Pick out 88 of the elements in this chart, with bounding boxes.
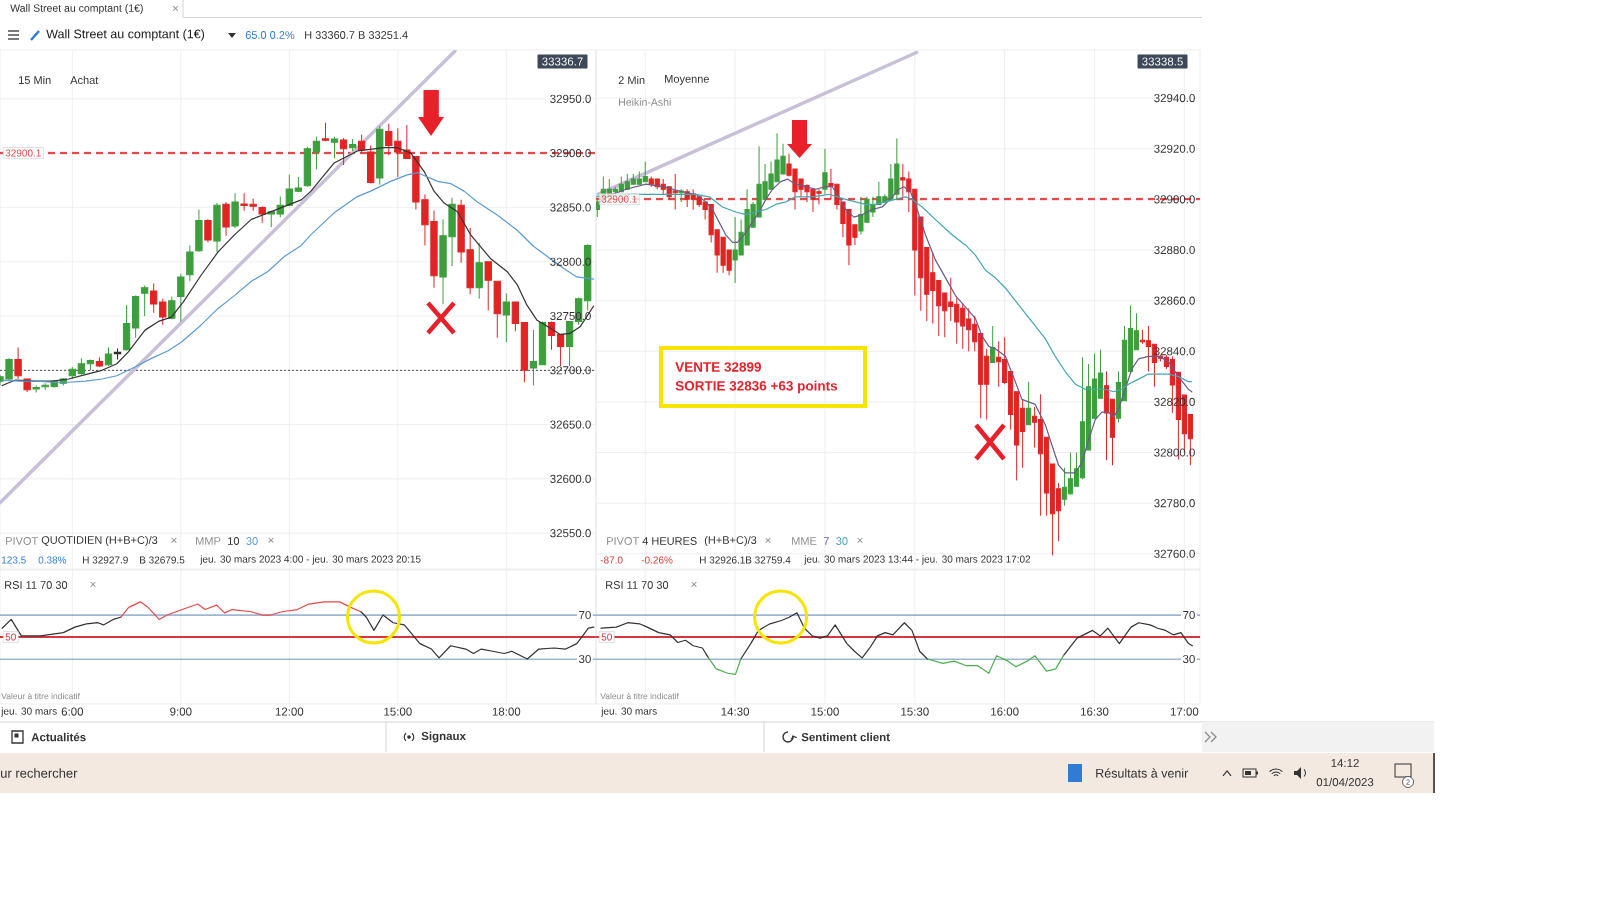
y-tick-label: 32550.0	[550, 529, 591, 538]
annotation: (H+B+C)/3	[704, 535, 757, 547]
ref-line-label: 50	[601, 633, 612, 641]
y-tick-label: 32950.0	[550, 94, 591, 103]
annotation: -87.0	[600, 556, 623, 564]
annotation: jeu. 30 mars 2023 13:44 - jeu. 30 mars 2023 17:02	[803, 555, 1031, 565]
text: 01/04/2023	[1316, 777, 1374, 787]
annotation: H 32926.1	[700, 556, 745, 564]
annotation: PIVOT	[607, 537, 639, 545]
annotation: Valeur à titre indicatif	[600, 692, 679, 700]
text: ×	[172, 5, 179, 12]
y-tick-label: 32920.0	[1154, 144, 1195, 153]
annotation: B 32759.4	[746, 556, 791, 564]
y-tick-label: 30	[578, 654, 591, 664]
chart-subtitle: 65.0 0.2%	[245, 31, 295, 39]
annotation: 2 Min	[618, 76, 645, 84]
annotation: H 32927.9	[83, 556, 128, 564]
legend-title: MMP	[196, 537, 221, 545]
text: H 33360.7 B 33251.4	[305, 31, 408, 39]
x-tick-label: 17:00	[1170, 707, 1199, 716]
ref-line-label: 32900.1	[5, 149, 41, 157]
annotation: -0.26%	[641, 556, 673, 564]
annotation: Valeur à titre indicatif	[1, 692, 80, 700]
annotation: Heikin-Ashi	[619, 98, 671, 106]
annotation: ×	[691, 581, 697, 588]
legend-title: MME	[792, 537, 817, 545]
annotation: Achat	[70, 75, 99, 85]
x-tick-label: 15:00	[811, 707, 839, 716]
annotation: 33336.7	[542, 57, 583, 66]
text: Sentiment client	[801, 732, 890, 742]
text: Wall Street au comptant (1€)	[10, 4, 143, 14]
y-tick-label: 32600.0	[550, 474, 591, 483]
annotation: B 32679.5	[140, 556, 185, 564]
text: 30	[836, 537, 848, 545]
y-tick-label: 70	[579, 610, 591, 620]
annotation: PIVOT	[6, 537, 38, 545]
y-tick-label: 32850.0	[550, 203, 591, 212]
annotation: 123.5	[1, 556, 26, 564]
y-tick-label: 32880.0	[1154, 245, 1195, 255]
y-tick-label: 32650.0	[550, 420, 591, 429]
y-tick-label: 32900.0	[550, 149, 591, 158]
annotation: 4 HEURES	[642, 537, 697, 545]
x-tick-label: 16:30	[1081, 707, 1109, 716]
annotation: ×	[268, 537, 274, 544]
text: 7	[823, 537, 829, 545]
text: Résultats à venir	[1096, 768, 1189, 778]
text: ur rechercher	[1, 768, 78, 778]
annotation: jeu. 30 mars 2023 4:00 - jeu. 30 mars 2023 20:15	[199, 555, 421, 565]
annotation: ×	[765, 537, 771, 544]
text: 14:12	[1331, 758, 1359, 768]
annotation: 33338.5	[1142, 57, 1183, 66]
ref-line-label: 32900.1	[601, 195, 637, 203]
text: RSI 11 70 30	[5, 581, 68, 589]
annotation: QUOTIDIEN	[41, 536, 102, 546]
chart-title: Wall Street au comptant (1€)	[46, 29, 205, 41]
y-tick-label: 30	[1182, 654, 1195, 664]
x-tick-label: 16:00	[991, 707, 1019, 716]
text: Actualités	[31, 732, 86, 742]
y-tick-label: 70	[1183, 610, 1195, 620]
ref-line-label: 50	[5, 633, 16, 641]
annotation: VENTE 32899	[675, 362, 761, 372]
x-tick-label: 6:00	[61, 707, 84, 716]
x-tick-label: 12:00	[275, 707, 304, 716]
text: jeu. 30 mars	[0, 707, 57, 717]
text: jeu. 30 mars	[600, 707, 657, 717]
y-tick-label: 32760.0	[1154, 549, 1195, 558]
y-tick-label: 32780.0	[1154, 499, 1195, 508]
y-tick-label: 32860.0	[1154, 296, 1195, 305]
annotation: SORTIE 32836 +63 points	[675, 380, 838, 394]
annotation: ×	[857, 537, 863, 544]
annotation: (H+B+C)/3	[105, 535, 158, 547]
y-tick-label: 32700.0	[550, 366, 591, 375]
text: 30	[246, 537, 258, 545]
annotation: ×	[171, 537, 177, 544]
y-tick-label: 32900.0	[1154, 195, 1195, 204]
text: RSI 11 70 30	[606, 581, 669, 589]
y-tick-label: 32940.0	[1154, 94, 1195, 103]
annotation: 15 Min	[19, 75, 51, 85]
annotation: ×	[90, 581, 96, 588]
x-tick-label: 14:30	[721, 707, 750, 716]
text: 10	[228, 537, 240, 545]
text: Signaux	[421, 731, 466, 743]
annotation: Moyenne	[665, 75, 709, 85]
x-tick-label: 15:00	[384, 707, 412, 716]
x-tick-label: 9:00	[170, 707, 192, 716]
x-tick-label: 18:00	[492, 707, 521, 716]
x-tick-label: 15:30	[901, 707, 929, 716]
annotation: 0.38%	[38, 556, 67, 564]
